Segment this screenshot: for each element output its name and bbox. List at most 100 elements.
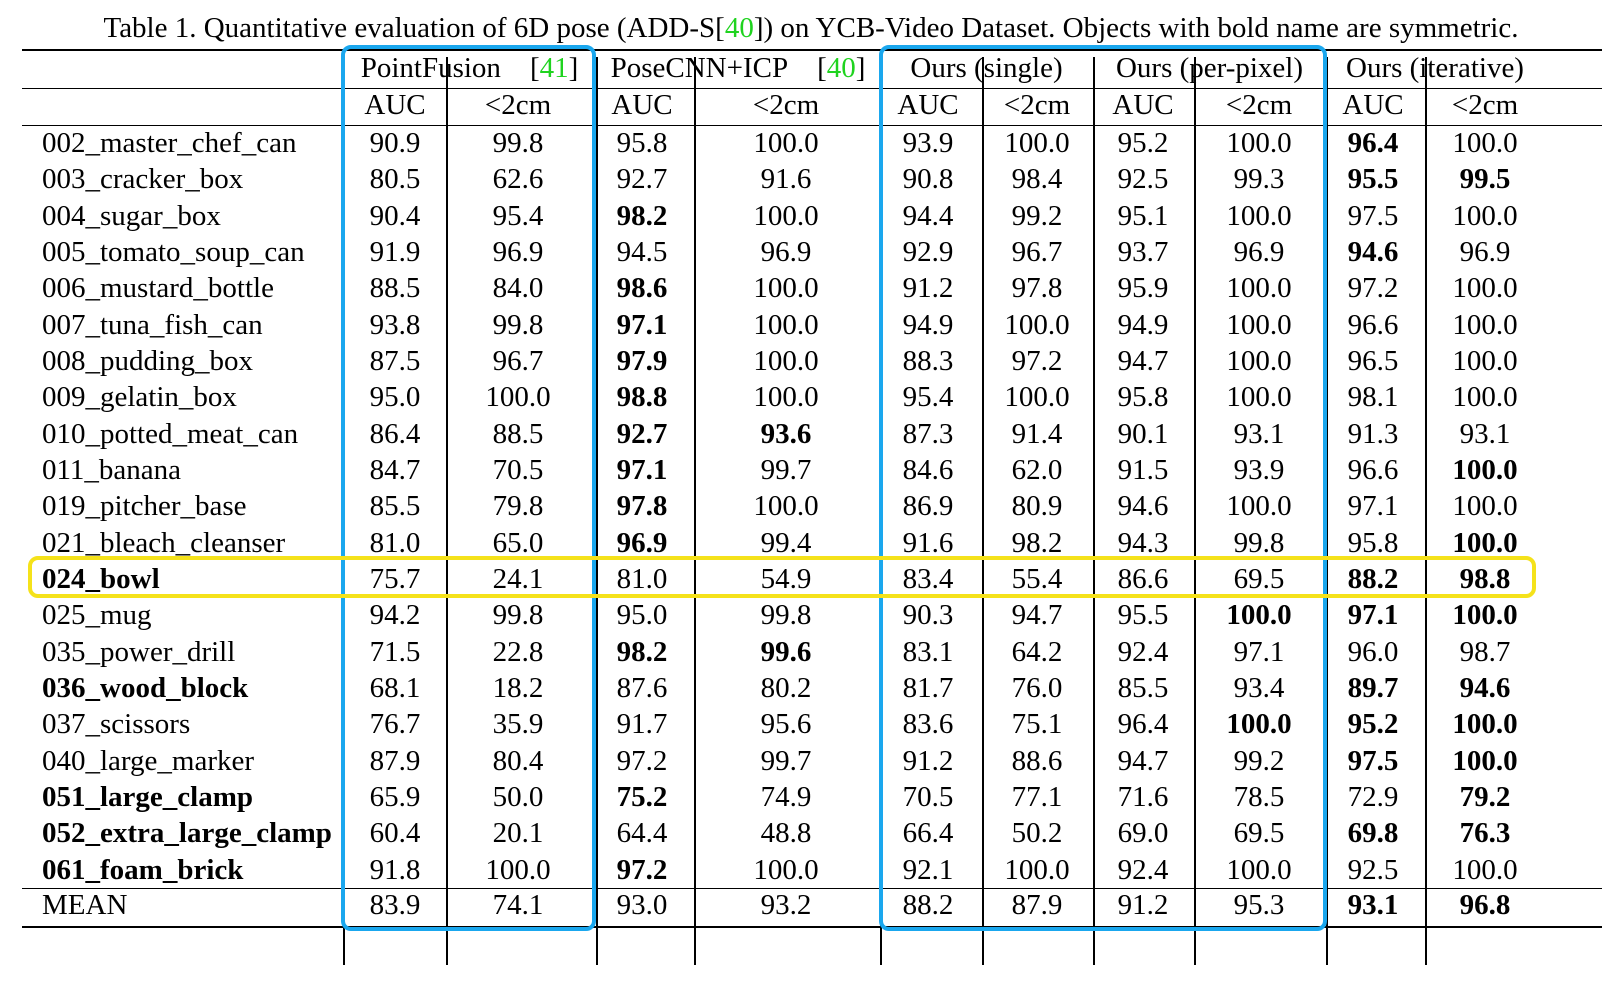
table-cell: 95.0 [369,381,421,414]
table-cell: 95.2 [1347,708,1399,741]
table-cell: 95.6 [760,708,812,741]
table-cell: 96.0 [1347,635,1399,668]
table-rule [22,926,1602,928]
table-cell: 91.4 [1011,417,1063,450]
table-cell: 88.5 [492,417,544,450]
mean-cell: 93.0 [616,889,668,921]
table-cell: 88.3 [902,344,954,377]
table-cell: 100.0 [485,853,551,886]
method-ref-link[interactable]: 40 [826,52,856,84]
caption-text-after: ]) on YCB-Video Dataset. Objects with bo… [753,12,1519,44]
mean-label: MEAN [42,889,128,921]
table-rule [22,88,1602,90]
table-cell: 94.5 [616,235,668,268]
table-cell: 88.2 [1347,562,1399,595]
table-cell: 94.2 [369,599,421,632]
table-cell: 99.7 [760,453,812,486]
table-cell: 92.5 [1347,853,1399,886]
table-rule [22,49,1602,51]
table-cell: 100.0 [1452,199,1518,232]
table-cell: 99.2 [1011,199,1063,232]
table-cell: 65.9 [369,780,421,813]
method-header: Ours (single) [880,54,1093,83]
table-cell: 93.9 [1233,453,1285,486]
object-name: 035_power_drill [42,635,236,668]
object-name: 005_tomato_soup_can [42,235,305,268]
column-divider [694,57,696,965]
table-cell: 93.1 [1233,417,1285,450]
table-cell: 88.6 [1011,744,1063,777]
table-cell: 84.6 [902,453,954,486]
table-cell: 100.0 [753,490,819,523]
table-cell: 94.7 [1117,744,1169,777]
table-cell: 100.0 [1226,708,1292,741]
object-name: 052_extra_large_clamp [42,817,332,850]
table-cell: 97.1 [616,453,668,486]
table-cell: 95.0 [616,599,668,632]
table-cell: 95.8 [616,127,668,159]
table-cell: 100.0 [1452,853,1518,886]
table-cell: 94.9 [1117,308,1169,341]
table-rule [22,888,1602,890]
table-cell: 97.2 [616,853,668,886]
table-cell: 96.5 [1347,344,1399,377]
caption-text-before: Table 1. Quantitative evaluation of 6D p… [103,12,725,44]
table-cell: 100.0 [1452,308,1518,341]
table-cell: 100.0 [1452,490,1518,523]
table-cell: 100.0 [1452,344,1518,377]
table-cell: 91.8 [369,853,421,886]
table-cell: 93.7 [1117,235,1169,268]
table-cell: 93.1 [1459,417,1511,450]
table-cell: 87.9 [369,744,421,777]
table-cell: 87.5 [369,344,421,377]
table-cell: 92.5 [1117,163,1169,196]
table-cell: 100.0 [1004,381,1070,414]
table-cell: 100.0 [1226,853,1292,886]
table-cell: 96.7 [492,344,544,377]
column-divider [596,57,598,965]
table-cell: 96.4 [1117,708,1169,741]
table-cell: 99.8 [760,599,812,632]
table-cell: 98.6 [616,272,668,305]
table-cell: 98.1 [1347,381,1399,414]
table-cell: 20.1 [492,817,544,850]
method-ref-link[interactable]: 41 [539,52,569,84]
table-cell: 72.9 [1347,780,1399,813]
metric-header: AUC [897,89,959,121]
table-cell: 97.1 [1347,599,1399,632]
table-cell: 94.3 [1117,526,1169,559]
object-name: 019_pitcher_base [42,490,247,523]
table-cell: 100.0 [1226,599,1292,632]
object-name: 021_bleach_cleanser [42,526,286,559]
table-cell: 99.3 [1233,163,1285,196]
table-cell: 100.0 [1226,490,1292,523]
table-cell: 83.6 [902,708,954,741]
table-cell: 24.1 [492,562,544,595]
pointfusion-highlight-box [341,45,596,931]
method-header: Ours (per-pixel) [1093,54,1326,83]
table-cell: 54.9 [760,562,812,595]
mean-cell: 87.9 [1011,889,1063,921]
table-cell: 74.9 [760,780,812,813]
table-cell: 22.8 [492,635,544,668]
table-cell: 95.5 [1347,163,1399,196]
object-name: 025_mug [42,599,152,632]
table-cell: 83.1 [902,635,954,668]
table-cell: 95.5 [1117,599,1169,632]
caption-ref-link[interactable]: 40 [724,12,754,44]
table-cell: 65.0 [492,526,544,559]
table-cell: 80.9 [1011,490,1063,523]
mean-cell: 93.1 [1347,889,1399,921]
table-cell: 98.8 [616,381,668,414]
table-cell: 100.0 [1004,853,1070,886]
table-cell: 92.7 [616,417,668,450]
table-cell: 100.0 [1452,599,1518,632]
table-cell: 95.8 [1347,526,1399,559]
table-cell: 69.5 [1233,562,1285,595]
table-cell: 100.0 [753,853,819,886]
table-cell: 100.0 [1226,308,1292,341]
table-cell: 95.8 [1117,381,1169,414]
metric-header: <2cm [1451,89,1519,121]
table-cell: 97.5 [1347,744,1399,777]
table-cell: 90.1 [1117,417,1169,450]
